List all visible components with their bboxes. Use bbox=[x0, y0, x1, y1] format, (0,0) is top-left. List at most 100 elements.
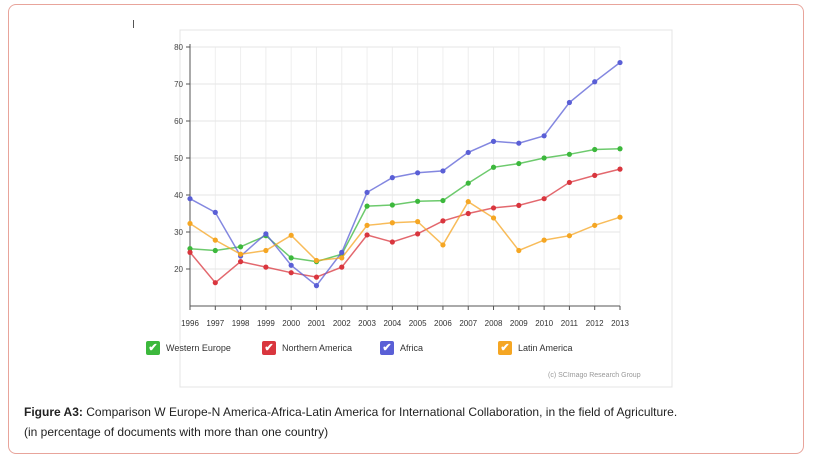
data-point-africa bbox=[288, 262, 294, 268]
data-point-latin-america bbox=[313, 257, 320, 264]
series-line-africa bbox=[189, 61, 621, 287]
data-point-western-europe bbox=[415, 198, 421, 204]
caption-label: Figure A3: bbox=[24, 405, 83, 419]
x-tick-label: 2011 bbox=[561, 319, 579, 328]
checkbox-icon[interactable]: ✔ bbox=[498, 341, 512, 355]
y-tick-label: 80 bbox=[174, 43, 183, 52]
data-point-africa bbox=[541, 133, 547, 139]
data-point-northern-america bbox=[364, 232, 370, 238]
data-point-northern-america bbox=[617, 166, 623, 172]
data-point-western-europe bbox=[490, 164, 497, 170]
y-tick-label: 30 bbox=[174, 228, 183, 237]
data-point-latin-america bbox=[187, 220, 193, 227]
data-point-africa bbox=[212, 209, 218, 215]
data-point-africa bbox=[415, 170, 421, 176]
data-point-northern-america bbox=[516, 202, 522, 208]
data-point-latin-america bbox=[339, 255, 345, 261]
caption-text: Comparison W Europe-N America-Africa-Lat… bbox=[86, 405, 678, 419]
data-point-northern-america bbox=[313, 274, 320, 280]
data-point-africa bbox=[566, 99, 573, 106]
data-point-western-europe bbox=[566, 151, 573, 157]
x-tick-label: 1996 bbox=[181, 319, 199, 328]
data-point-northern-america bbox=[389, 239, 395, 245]
data-point-northern-america bbox=[566, 179, 573, 186]
chart-legend: ✔ Western Europe ✔ Northern America ✔ Af… bbox=[146, 340, 666, 358]
data-point-western-europe bbox=[364, 203, 370, 209]
chart-credit: (c) SCImago Research Group bbox=[548, 372, 641, 379]
legend-item-western-europe[interactable]: ✔ Western Europe bbox=[146, 340, 231, 356]
text-cursor-mark bbox=[133, 20, 134, 28]
data-point-africa bbox=[516, 140, 522, 146]
chart-panel bbox=[179, 29, 673, 388]
x-tick-label: 2005 bbox=[409, 319, 427, 328]
legend-label: Northern America bbox=[282, 343, 353, 353]
data-point-western-europe bbox=[212, 247, 218, 254]
x-tick-label: 2008 bbox=[485, 319, 503, 328]
data-point-africa bbox=[389, 175, 395, 181]
y-tick-label: 70 bbox=[174, 80, 183, 89]
series-line-northern-america bbox=[189, 168, 621, 284]
data-point-latin-america bbox=[389, 220, 395, 226]
legend-label: Africa bbox=[400, 343, 424, 353]
x-tick-label: 2001 bbox=[308, 319, 326, 328]
data-point-western-europe bbox=[440, 197, 446, 204]
data-point-northern-america bbox=[212, 280, 218, 286]
data-point-western-europe bbox=[237, 244, 244, 250]
data-point-northern-america bbox=[490, 205, 497, 211]
data-point-latin-america bbox=[440, 242, 446, 248]
data-point-africa bbox=[592, 79, 598, 85]
checkbox-icon[interactable]: ✔ bbox=[380, 341, 394, 355]
data-point-africa bbox=[339, 249, 345, 255]
checkbox-icon[interactable]: ✔ bbox=[146, 341, 160, 355]
figure-caption: Figure A3: Comparison W Europe-N America… bbox=[24, 402, 784, 442]
y-tick-label: 60 bbox=[174, 117, 183, 126]
data-point-africa bbox=[187, 196, 193, 202]
x-tick-label: 2013 bbox=[611, 319, 629, 328]
data-point-africa bbox=[313, 283, 320, 289]
legend-item-northern-america[interactable]: ✔ Northern America bbox=[262, 340, 352, 356]
data-point-latin-america bbox=[465, 199, 471, 205]
x-tick-label: 1998 bbox=[232, 319, 250, 328]
data-point-latin-america bbox=[415, 219, 421, 225]
data-point-latin-america bbox=[364, 222, 370, 228]
data-point-western-europe bbox=[617, 146, 623, 152]
data-point-northern-america bbox=[339, 264, 345, 270]
x-tick-label: 2004 bbox=[383, 319, 401, 328]
checkbox-icon[interactable]: ✔ bbox=[262, 341, 276, 355]
data-point-latin-america bbox=[617, 214, 623, 220]
data-point-western-europe bbox=[465, 180, 471, 186]
data-point-northern-america bbox=[415, 231, 421, 237]
legend-item-africa[interactable]: ✔ Africa bbox=[380, 340, 423, 356]
legend-item-latin-america[interactable]: ✔ Latin America bbox=[498, 340, 573, 356]
x-tick-label: 2003 bbox=[358, 319, 376, 328]
legend-label: Western Europe bbox=[166, 343, 231, 353]
x-tick-label: 2007 bbox=[459, 319, 477, 328]
data-point-africa bbox=[465, 149, 471, 156]
data-point-western-europe bbox=[592, 146, 598, 153]
data-point-northern-america bbox=[541, 196, 547, 202]
data-point-africa bbox=[490, 138, 497, 144]
data-point-latin-america bbox=[490, 215, 497, 221]
data-point-latin-america bbox=[541, 237, 547, 243]
x-tick-label: 1999 bbox=[257, 319, 275, 328]
y-tick-label: 50 bbox=[174, 154, 183, 163]
caption-subtext: (in percentage of documents with more th… bbox=[24, 425, 329, 439]
data-point-africa bbox=[263, 231, 269, 237]
data-point-latin-america bbox=[288, 232, 294, 238]
x-tick-label: 2002 bbox=[333, 319, 351, 328]
data-point-northern-america bbox=[288, 270, 294, 276]
data-point-western-europe bbox=[516, 160, 522, 167]
y-tick-label: 20 bbox=[174, 265, 183, 274]
data-point-latin-america bbox=[212, 237, 218, 243]
x-tick-label: 2000 bbox=[282, 319, 300, 328]
data-point-latin-america bbox=[237, 251, 244, 257]
series-line-latin-america bbox=[189, 200, 621, 262]
data-point-latin-america bbox=[566, 233, 573, 239]
y-tick-label: 40 bbox=[174, 191, 183, 200]
legend-label: Latin America bbox=[518, 343, 573, 353]
data-point-western-europe bbox=[389, 202, 395, 208]
data-point-northern-america bbox=[465, 210, 471, 217]
data-point-northern-america bbox=[440, 218, 446, 224]
data-point-africa bbox=[364, 189, 370, 196]
